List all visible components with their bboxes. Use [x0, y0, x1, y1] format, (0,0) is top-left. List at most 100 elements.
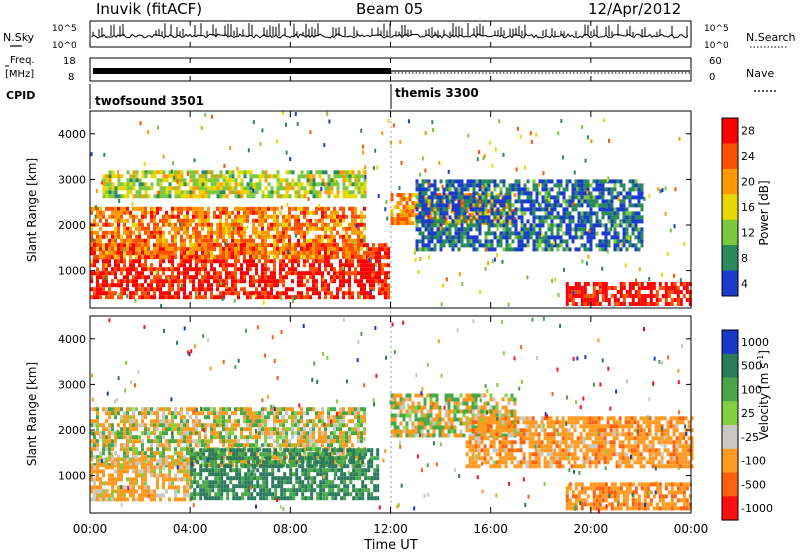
data-cell	[156, 407, 159, 412]
data-cell	[285, 194, 289, 199]
data-cell	[171, 267, 174, 272]
data-cell	[177, 275, 180, 280]
data-cell	[375, 259, 378, 264]
data-cell	[523, 183, 527, 188]
data-cell	[195, 222, 198, 227]
data-cell	[195, 295, 198, 300]
data-cell	[156, 246, 159, 251]
data-cell	[529, 227, 533, 232]
data-cell	[270, 186, 274, 191]
data-cell	[550, 247, 554, 252]
data-cell	[117, 279, 120, 284]
data-cell	[318, 259, 321, 264]
data-cell	[288, 254, 291, 259]
data-cell	[288, 218, 291, 223]
data-cell	[108, 174, 112, 179]
data-cell	[177, 170, 181, 175]
data-cell	[306, 443, 309, 448]
data-cell	[384, 255, 387, 260]
data-cell	[637, 195, 641, 200]
data-cell	[378, 267, 381, 272]
data-cell	[487, 223, 491, 228]
data-cell	[273, 419, 276, 424]
data-cell	[402, 205, 406, 210]
data-cell	[427, 219, 431, 224]
data-cell	[273, 238, 276, 243]
data-cell	[602, 118, 605, 123]
data-cell	[111, 291, 114, 296]
data-cell	[117, 254, 120, 259]
data-cell	[276, 295, 279, 300]
data-cell	[114, 431, 117, 436]
data-cell	[481, 211, 485, 216]
data-cell	[357, 238, 360, 243]
data-cell	[484, 195, 488, 200]
data-cell	[300, 435, 303, 440]
data-cell	[255, 267, 258, 272]
data-cell	[249, 190, 253, 195]
data-cell	[345, 234, 348, 239]
data-cell	[459, 205, 463, 210]
data-cell	[586, 187, 590, 192]
data-cell	[387, 291, 390, 296]
data-cell	[381, 247, 384, 252]
data-cell	[207, 411, 210, 416]
data-cell	[300, 242, 303, 247]
data-cell	[177, 279, 180, 284]
data-cell	[577, 191, 581, 196]
data-cell	[535, 191, 539, 196]
data-cell	[469, 235, 473, 240]
data-cell	[207, 254, 210, 259]
data-cell	[360, 182, 364, 187]
data-cell	[442, 239, 446, 244]
data-cell	[589, 243, 593, 248]
data-cell	[219, 206, 222, 211]
data-cell	[637, 215, 641, 220]
data-cell	[559, 215, 563, 220]
data-cell	[162, 443, 165, 448]
data-cell	[219, 246, 222, 251]
data-cell	[237, 419, 240, 424]
data-cell	[372, 267, 375, 272]
data-cell	[174, 190, 178, 195]
data-cell	[285, 435, 288, 440]
data-cell	[105, 439, 108, 444]
data-cell	[538, 227, 542, 232]
data-cell	[135, 439, 138, 444]
data-cell	[228, 182, 232, 187]
data-cell	[541, 219, 545, 224]
data-cell	[228, 214, 231, 219]
data-cell	[111, 267, 114, 272]
data-cell	[384, 279, 387, 284]
data-cell	[99, 210, 102, 215]
data-cell	[643, 298, 647, 302]
data-cell	[222, 254, 225, 259]
data-cell	[153, 419, 156, 424]
data-cell	[454, 211, 458, 216]
data-cell	[493, 203, 497, 208]
nsearch-label: N.Search	[746, 31, 796, 44]
data-cell	[120, 291, 123, 296]
data-cell	[360, 271, 363, 276]
data-cell	[303, 174, 307, 179]
data-cell	[354, 230, 357, 235]
data-cell	[288, 214, 291, 219]
data-cell	[628, 282, 632, 286]
data-cell	[375, 247, 378, 252]
data-cell	[243, 419, 246, 424]
data-cell	[640, 227, 644, 232]
data-cell	[111, 295, 114, 300]
data-cell	[625, 207, 629, 212]
data-cell	[114, 411, 117, 416]
data-cell	[580, 223, 584, 228]
data-cell	[186, 214, 189, 219]
data-cell	[177, 287, 180, 292]
data-cell	[105, 267, 108, 272]
data-cell	[144, 455, 147, 460]
data-cell	[189, 222, 192, 227]
data-cell	[586, 183, 590, 188]
data-cell	[544, 247, 548, 252]
data-cell	[279, 411, 282, 416]
data-cell	[363, 259, 366, 264]
data-cell	[607, 179, 611, 184]
